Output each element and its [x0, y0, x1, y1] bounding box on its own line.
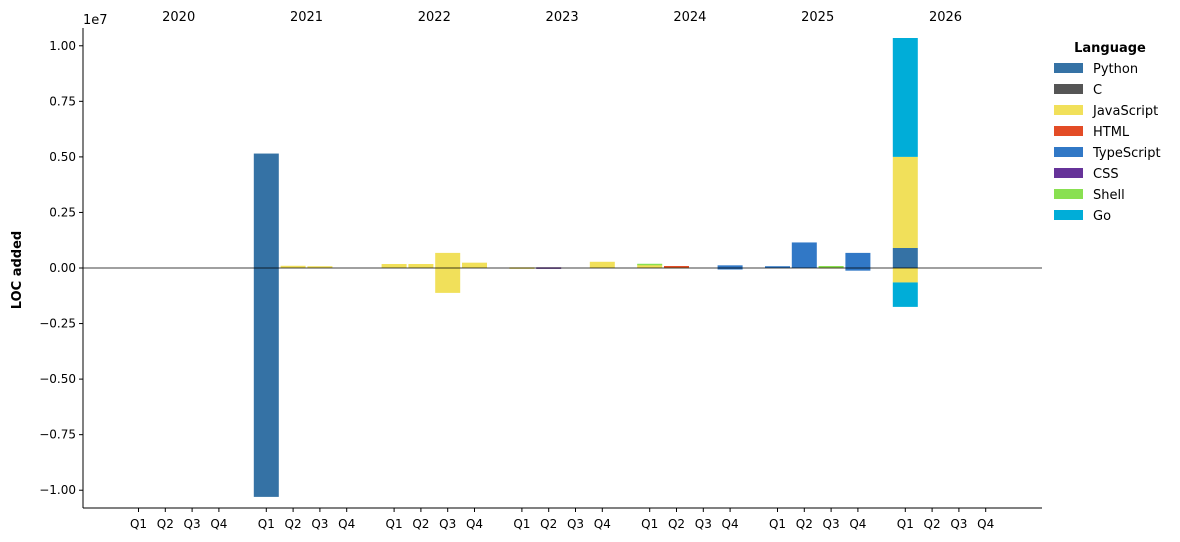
x-tick-label: Q1 — [897, 517, 914, 531]
year-label: 2025 — [801, 10, 834, 25]
bar-segment-typescript — [765, 266, 790, 268]
legend-title: Language — [1074, 41, 1146, 56]
x-tick-label: Q4 — [977, 517, 994, 531]
bar-segment-javascript — [892, 268, 918, 283]
legend-swatch-typescript — [1054, 147, 1083, 157]
bar-segment-javascript — [435, 252, 461, 268]
y-tick-label: 0.25 — [49, 205, 76, 219]
bar-segment-python — [253, 268, 279, 497]
bar-segment-javascript — [589, 261, 615, 268]
bar-segment-typescript — [717, 268, 743, 270]
y-tick-label: −0.25 — [39, 317, 76, 331]
bar-segment-javascript — [408, 264, 434, 268]
y-offset-label: 1e7 — [83, 13, 108, 28]
x-tick-label: Q3 — [950, 517, 967, 531]
bar-segment-shell — [637, 263, 663, 266]
bar-segment-go — [892, 38, 918, 157]
legend-label-shell: Shell — [1093, 188, 1125, 203]
legend-label-typescript: TypeScript — [1092, 146, 1161, 161]
bar-segment-javascript — [892, 156, 918, 248]
x-tick-label: Q1 — [769, 517, 786, 531]
year-label: 2024 — [673, 10, 706, 25]
legend-swatch-shell — [1054, 189, 1083, 199]
legend-swatch-css — [1054, 168, 1083, 178]
x-tick-label: Q4 — [849, 517, 866, 531]
x-tick-label: Q1 — [513, 517, 530, 531]
year-label: 2026 — [929, 10, 962, 25]
legend-swatch-python — [1054, 63, 1083, 73]
y-tick-label: −0.50 — [39, 372, 76, 386]
bar-segment-javascript — [435, 268, 461, 293]
bar-segment-html — [664, 266, 689, 268]
x-tick-label: Q3 — [439, 517, 456, 531]
bar-segment-go — [892, 282, 918, 307]
x-tick-label: Q1 — [130, 517, 147, 531]
legend-label-javascript: JavaScript — [1092, 104, 1158, 119]
legend-label-c: C — [1093, 83, 1102, 98]
x-tick-label: Q2 — [285, 517, 302, 531]
bar-segment-typescript — [845, 268, 871, 271]
bar-segment-javascript — [280, 265, 306, 268]
x-tick-label: Q1 — [641, 517, 658, 531]
legend-swatch-go — [1054, 210, 1083, 220]
legend-label-python: Python — [1093, 62, 1138, 77]
legend-swatch-html — [1054, 126, 1083, 136]
y-axis-label: LOC added — [10, 231, 25, 309]
x-tick-label: Q1 — [258, 517, 275, 531]
x-tick-label: Q3 — [823, 517, 840, 531]
x-tick-label: Q2 — [796, 517, 813, 531]
y-tick-label: 1.00 — [49, 39, 76, 53]
bar-segment-javascript — [637, 264, 663, 268]
year-label: 2023 — [546, 10, 579, 25]
year-label: 2021 — [290, 10, 323, 25]
bar-segment-javascript — [462, 262, 487, 268]
x-tick-label: Q2 — [668, 517, 685, 531]
y-tick-label: 0.00 — [49, 261, 76, 275]
x-tick-label: Q1 — [386, 517, 403, 531]
x-tick-label: Q3 — [311, 517, 328, 531]
bar-segment-javascript — [381, 264, 407, 268]
bar-segment-typescript — [791, 242, 817, 268]
x-tick-label: Q4 — [594, 517, 611, 531]
legend: Language Python C JavaScript HTML TypeScript… — [1054, 41, 1161, 224]
y-axis-ticks: −1.00 −0.75 −0.50 −0.25 0.00 0.25 0.50 0.75 1.00 — [39, 39, 83, 497]
bar-segment-typescript — [717, 265, 743, 268]
bar-segment-shell — [818, 266, 844, 268]
x-tick-label: Q2 — [924, 517, 941, 531]
year-label: 2022 — [418, 10, 451, 25]
y-tick-label: −1.00 — [39, 483, 76, 497]
y-tick-label: 0.75 — [49, 94, 76, 108]
year-label: 2020 — [162, 10, 195, 25]
bar-segment-python — [253, 153, 279, 268]
bar-segment-typescript — [845, 252, 871, 268]
x-tick-label: Q2 — [412, 517, 429, 531]
x-tick-label: Q3 — [184, 517, 201, 531]
x-tick-label: Q3 — [567, 517, 584, 531]
legend-label-html: HTML — [1093, 125, 1130, 140]
bar-segment-python — [892, 248, 918, 268]
x-axis-quarter-ticks: Q1 Q2 Q3 Q4 Q1 Q2 Q3 Q4 Q1 Q2 Q3 Q4 Q1 Q2 Q3 Q4 Q1 Q2 Q3 Q4… — [130, 508, 994, 531]
legend-items: Python C JavaScript HTML TypeScript CSS Shell G… — [1054, 62, 1161, 224]
x-tick-label: Q3 — [695, 517, 712, 531]
bar-marks — [253, 38, 918, 497]
x-tick-label: Q2 — [157, 517, 174, 531]
bar-segment-javascript — [307, 266, 333, 268]
x-tick-label: Q4 — [466, 517, 483, 531]
legend-swatch-javascript — [1054, 105, 1083, 115]
legend-label-css: CSS — [1093, 167, 1119, 182]
y-tick-label: 0.50 — [49, 150, 76, 164]
x-tick-label: Q4 — [338, 517, 355, 531]
x-tick-label: Q2 — [540, 517, 557, 531]
x-tick-label: Q4 — [722, 517, 739, 531]
x-tick-label: Q4 — [210, 517, 227, 531]
y-tick-label: −0.75 — [39, 428, 76, 442]
legend-label-go: Go — [1093, 209, 1111, 224]
legend-swatch-c — [1054, 84, 1083, 94]
x-axis-year-labels: 2020 2021 2022 2023 2024 2025 2026 — [162, 10, 962, 25]
